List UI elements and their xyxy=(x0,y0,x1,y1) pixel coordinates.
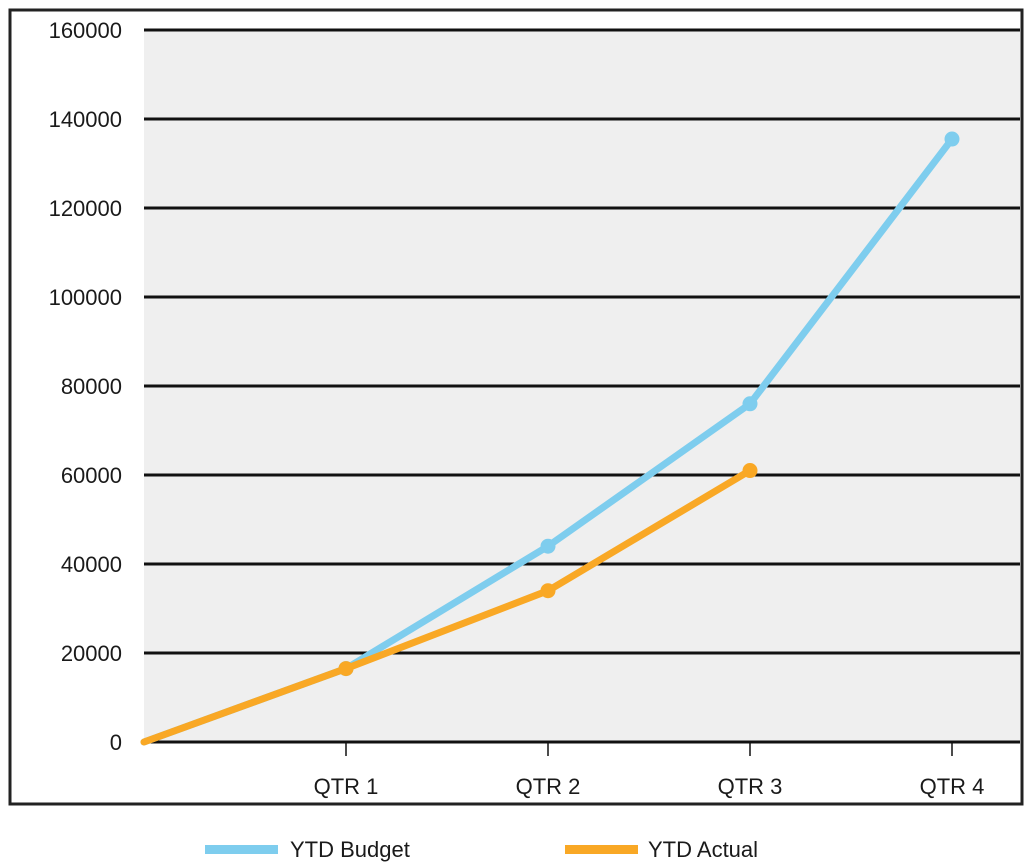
y-tick-label: 80000 xyxy=(61,374,122,399)
y-tick-label: 100000 xyxy=(49,285,122,310)
y-tick-label: 140000 xyxy=(49,107,122,132)
legend: YTD Budget YTD Actual xyxy=(205,837,758,862)
legend-label: YTD Budget xyxy=(290,837,410,862)
y-tick-label: 120000 xyxy=(49,196,122,221)
x-tick-label: QTR 3 xyxy=(718,774,783,799)
grid-lines xyxy=(144,28,1020,744)
data-point xyxy=(944,131,960,147)
legend-swatch xyxy=(565,845,638,854)
y-axis-tick-labels: 0 20000 40000 60000 80000 100000 120000 140000 1… xyxy=(49,18,122,755)
y-tick-label: 0 xyxy=(110,730,122,755)
y-tick-label: 160000 xyxy=(49,18,122,43)
data-point xyxy=(540,583,556,599)
data-point xyxy=(338,661,354,677)
x-tick-label: QTR 1 xyxy=(314,774,379,799)
x-axis-ticks: QTR 1 QTR 2 QTR 3 QTR 4 xyxy=(314,742,985,799)
x-tick-label: QTR 4 xyxy=(920,774,985,799)
data-point xyxy=(540,538,556,554)
y-tick-label: 60000 xyxy=(61,463,122,488)
data-point xyxy=(742,396,758,412)
legend-swatch xyxy=(205,845,278,854)
data-point xyxy=(742,463,758,479)
y-tick-label: 20000 xyxy=(61,641,122,666)
series-line-ytd-actual xyxy=(140,467,754,746)
x-tick-label: QTR 2 xyxy=(516,774,581,799)
series-lines xyxy=(140,131,960,746)
legend-label: YTD Actual xyxy=(648,837,758,862)
y-tick-label: 40000 xyxy=(61,552,122,577)
